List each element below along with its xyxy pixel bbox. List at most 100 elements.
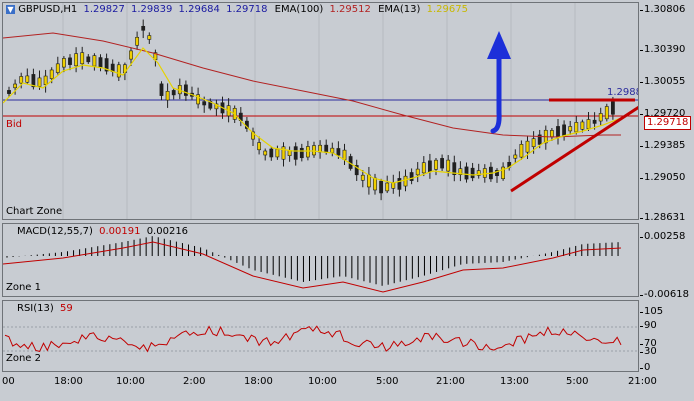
candle-body — [525, 140, 530, 153]
candle-body — [482, 168, 487, 178]
price-axis: 1.30806 1.30390 1.30055 1.29720 1.29385 … — [639, 2, 694, 223]
up-arrow-icon — [490, 52, 502, 134]
time-tick: 2:00 — [183, 376, 206, 387]
candle-body — [299, 147, 304, 159]
price-tick: 1.29050 — [639, 172, 686, 183]
candle-body — [446, 159, 451, 172]
zone-1-label: Zone 1 — [6, 282, 41, 293]
symbol-label: GBPUSD,H1 — [18, 4, 78, 15]
candle-body — [55, 63, 60, 73]
candle-body — [403, 175, 408, 187]
macd-label: MACD(12,55,7) — [17, 226, 93, 237]
candle-body — [74, 53, 79, 67]
candle-body — [141, 25, 146, 31]
ohlc-open: 1.29827 — [83, 4, 125, 15]
candle-body — [604, 106, 609, 120]
time-tick: 18:00 — [244, 376, 273, 387]
macd-signal-line — [3, 241, 622, 293]
ohlc-low: 1.29684 — [178, 4, 220, 15]
candle-body — [98, 57, 103, 68]
rsi-header: RSI(13) 59 — [17, 303, 73, 314]
candle-body — [464, 166, 469, 180]
candle-body — [281, 146, 286, 160]
candle-body — [427, 160, 432, 173]
time-tick: 00 — [2, 376, 15, 387]
price-chart — [3, 3, 638, 219]
candle-body — [452, 162, 457, 175]
candle-body — [354, 165, 359, 176]
candle-body — [196, 94, 201, 105]
candle-body — [458, 168, 463, 176]
macd-header: MACD(12,55,7) 0.00191 0.00216 — [17, 226, 188, 237]
candle-body — [49, 69, 54, 79]
candle-body — [116, 64, 121, 78]
candle-body — [440, 158, 445, 169]
rsi-axis: 105 90 70 30 0 — [639, 300, 694, 373]
candle-body — [269, 148, 274, 158]
time-tick: 5:00 — [376, 376, 399, 387]
time-tick: 13:00 — [500, 376, 529, 387]
ohlc-close: 1.29718 — [226, 4, 268, 15]
price-tick: 1.30055 — [639, 76, 686, 87]
candle-body — [214, 103, 219, 110]
macd-tick: 0.00258 — [639, 231, 686, 242]
candle-body — [31, 74, 36, 88]
rsi-chart — [3, 325, 638, 353]
rsi-tick: 30 — [640, 346, 657, 357]
candle-body — [330, 147, 335, 153]
candle-body — [165, 91, 170, 101]
ohlc-high: 1.29839 — [131, 4, 173, 15]
candle-body — [360, 174, 365, 181]
macd-value-2: 0.00216 — [146, 226, 189, 237]
candle-body — [257, 142, 262, 151]
macd-axis: 0.00258 -0.00618 — [639, 223, 694, 300]
ema13-line — [3, 47, 622, 184]
bid-price-tag: 1.29718 — [644, 116, 692, 130]
price-tick: 1.29720 — [639, 108, 686, 119]
candle-body — [421, 162, 426, 174]
candle-body — [562, 124, 567, 136]
macd-tick: -0.00618 — [640, 289, 689, 300]
candle-body — [476, 170, 481, 176]
candle-body — [513, 154, 518, 159]
rsi-pane[interactable]: RSI(13) 59 Zone 2 — [2, 300, 639, 372]
macd-chart — [3, 236, 622, 293]
candle-body — [373, 177, 377, 191]
rsi-label: RSI(13) — [17, 303, 54, 314]
candle-body — [159, 83, 164, 96]
rsi-value: 59 — [59, 303, 73, 314]
rsi-tick: 70 — [640, 338, 657, 349]
rsi-line — [4, 325, 622, 353]
price-tick: 1.29385 — [639, 140, 686, 151]
candle-body — [385, 182, 390, 192]
time-tick: 10:00 — [308, 376, 337, 387]
macd-pane[interactable]: MACD(12,55,7) 0.00191 0.00216 Zone 1 — [2, 223, 639, 297]
candle-body — [43, 75, 48, 86]
candle-body — [80, 52, 85, 65]
rsi-tick: 105 — [639, 306, 664, 317]
candle-body — [129, 50, 133, 60]
candle-body — [251, 131, 255, 140]
candle-body — [86, 56, 91, 63]
price-tick: 1.30390 — [639, 44, 686, 55]
candle-body — [556, 126, 560, 138]
candle-body — [501, 166, 506, 180]
chart-zone-label: Chart Zone — [6, 206, 63, 217]
zone-2-label: Zone 2 — [6, 353, 41, 364]
ema13-label: EMA(13) — [378, 4, 421, 15]
candle-body — [171, 90, 176, 96]
candle-body — [293, 146, 298, 160]
hline-price-label: 1.29886 — [607, 87, 638, 98]
ema100-value: 1.29512 — [329, 4, 371, 15]
candle-body — [25, 75, 30, 83]
ema13-value: 1.29675 — [426, 4, 468, 15]
candle-body — [379, 180, 384, 194]
candle-body — [37, 77, 42, 87]
main-chart-pane[interactable]: ▼ GBPUSD,H1 1.29827 1.29839 1.29684 1.29… — [2, 2, 639, 220]
candle-body — [312, 145, 316, 156]
candle-body — [470, 167, 475, 179]
candle-body — [336, 148, 341, 156]
candle-body — [104, 58, 109, 72]
time-tick: 18:00 — [54, 376, 83, 387]
chevron-down-icon[interactable]: ▼ — [6, 4, 15, 14]
